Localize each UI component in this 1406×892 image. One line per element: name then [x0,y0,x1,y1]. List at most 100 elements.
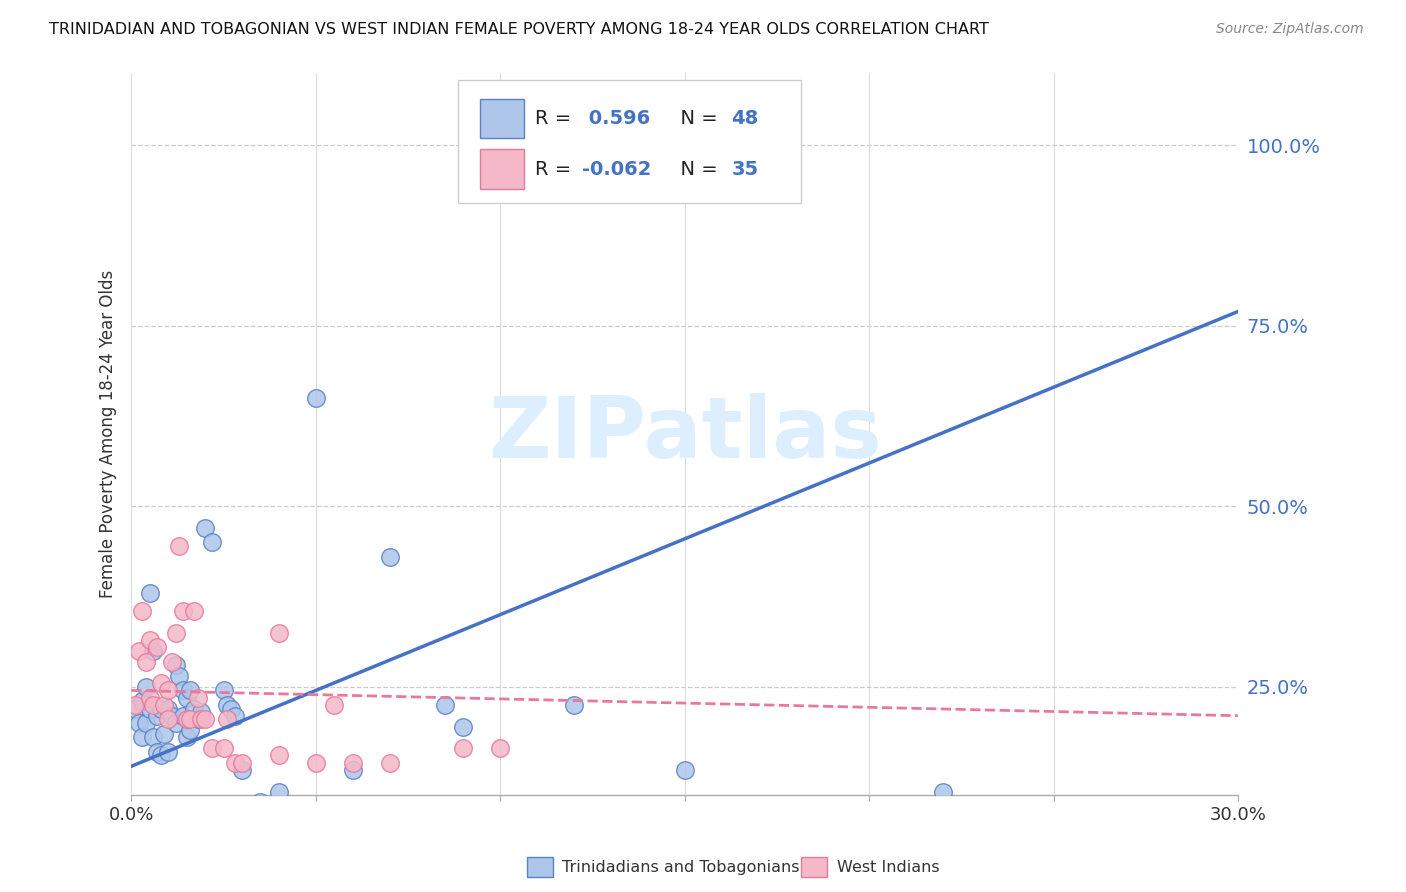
Point [305,391,328,405]
Text: R =: R = [536,109,578,128]
Point [142,644,165,658]
Point [194,521,217,535]
Point [217,698,239,712]
Point [128,715,150,730]
Point [323,698,346,712]
Point [932,784,955,798]
Point [131,694,153,708]
Text: 35: 35 [731,160,758,178]
Point [378,549,401,564]
Text: R =: R = [536,160,578,178]
Point [489,741,512,756]
Point [179,723,201,738]
Point [267,784,290,798]
Point [183,701,205,715]
Point [183,604,205,618]
Text: 0.0%: 0.0% [108,806,153,824]
Point [149,676,172,690]
Point [217,712,239,726]
Point [224,756,246,770]
Point [124,701,146,715]
Point [138,690,160,705]
Point [176,712,198,726]
Point [249,796,271,810]
Bar [479,99,524,138]
Point [231,756,253,770]
Point [138,701,160,715]
Text: N =: N = [668,109,724,128]
Text: 30.0%: 30.0% [1211,806,1267,824]
Point [172,604,194,618]
Point [267,625,290,640]
Point [176,690,198,705]
Point [157,683,180,698]
Point [146,640,169,654]
Point [153,727,176,741]
Point [157,701,180,715]
Point [433,698,456,712]
Point [190,712,212,726]
Point [172,708,194,723]
Point [212,683,235,698]
Point [146,745,169,759]
Text: Trinidadians and Tobagonians: Trinidadians and Tobagonians [562,860,800,874]
Text: 0.596: 0.596 [582,109,650,128]
Point [187,690,209,705]
Point [165,658,187,673]
Point [179,712,201,726]
Text: N =: N = [668,160,724,178]
Y-axis label: Female Poverty Among 18-24 Year Olds: Female Poverty Among 18-24 Year Olds [100,270,117,599]
Point [179,683,201,698]
Point [142,731,165,745]
Point [378,756,401,770]
Point [267,748,290,763]
Point [157,712,180,726]
Point [153,698,176,712]
Point [160,655,183,669]
Point [131,604,153,618]
Text: West Indians: West Indians [837,860,939,874]
Point [124,698,146,712]
Point [176,731,198,745]
Point [128,644,150,658]
Point [305,756,328,770]
Point [187,712,209,726]
Point [157,745,180,759]
Point [165,715,187,730]
Point [194,712,217,726]
Point [201,741,224,756]
Point [167,669,190,683]
Point [135,655,157,669]
Point [167,539,190,553]
Point [231,763,253,777]
Point [201,535,224,549]
Text: TRINIDADIAN AND TOBAGONIAN VS WEST INDIAN FEMALE POVERTY AMONG 18-24 YEAR OLDS C: TRINIDADIAN AND TOBAGONIAN VS WEST INDIA… [49,22,988,37]
Bar [479,149,524,189]
Point [172,683,194,698]
Point [131,731,153,745]
Point [224,708,246,723]
Point [165,625,187,640]
Point [160,708,183,723]
Point [453,741,475,756]
Point [342,763,364,777]
Text: ZIPatlas: ZIPatlas [488,392,882,475]
Point [135,715,157,730]
Point [212,741,235,756]
Point [342,756,364,770]
Point [149,701,172,715]
Point [146,708,169,723]
Point [562,698,585,712]
Text: 48: 48 [731,109,759,128]
Point [190,705,212,719]
Point [673,763,696,777]
Point [138,586,160,600]
Text: -0.062: -0.062 [582,160,651,178]
Point [138,632,160,647]
Text: Source: ZipAtlas.com: Source: ZipAtlas.com [1216,22,1364,37]
Point [149,748,172,763]
Point [135,680,157,694]
Point [142,698,165,712]
Point [453,720,475,734]
Point [219,701,242,715]
